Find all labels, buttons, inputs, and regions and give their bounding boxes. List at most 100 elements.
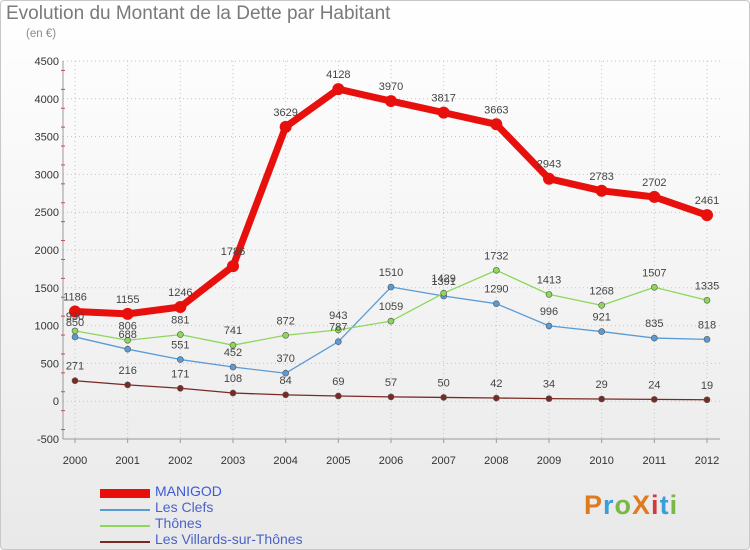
data-label: 1059 <box>379 301 403 313</box>
data-point <box>279 120 292 133</box>
data-label: 1268 <box>589 285 613 297</box>
data-label: 29 <box>596 379 608 391</box>
data-label: 1186 <box>63 292 87 304</box>
data-label: 1391 <box>431 276 455 288</box>
logo-letter: X <box>632 490 652 520</box>
legend-swatch <box>100 541 150 543</box>
data-point <box>332 83 345 96</box>
data-label: 1786 <box>221 246 245 258</box>
data-label: 872 <box>276 315 294 327</box>
data-point <box>177 384 184 392</box>
data-point <box>440 394 447 401</box>
data-point <box>651 334 658 342</box>
legend-label: Thônes <box>155 515 202 531</box>
data-label: 2702 <box>642 177 666 189</box>
data-point <box>335 392 342 400</box>
legend-label: Les Clefs <box>155 499 214 515</box>
x-tick-label: 2011 <box>643 455 667 467</box>
data-point <box>335 326 342 334</box>
legend-swatch <box>100 509 150 511</box>
x-tick-label: 2012 <box>695 455 719 467</box>
data-label: 3970 <box>379 81 403 93</box>
data-label: 3663 <box>484 104 508 116</box>
x-tick-label: 2003 <box>221 455 245 467</box>
data-label: 271 <box>66 361 84 373</box>
data-label: 57 <box>385 377 397 389</box>
data-label: 806 <box>118 320 136 332</box>
data-point <box>335 338 342 346</box>
data-label: 881 <box>171 315 189 327</box>
data-point <box>543 172 555 185</box>
data-point <box>648 190 661 203</box>
legend-label: Les Villards-sur-Thônes <box>155 531 303 547</box>
logo-letter: o <box>614 490 633 520</box>
data-point <box>437 106 450 119</box>
data-point <box>703 396 711 404</box>
data-point <box>703 296 711 304</box>
data-label: 741 <box>224 325 242 337</box>
logo-letter: P <box>584 490 604 520</box>
data-point <box>595 184 608 197</box>
data-label: 2783 <box>589 171 613 183</box>
data-point <box>387 317 395 325</box>
data-point <box>387 393 395 401</box>
data-point <box>71 377 79 385</box>
x-tick-label: 2010 <box>589 455 613 467</box>
data-label: 69 <box>332 376 344 388</box>
data-label: 2943 <box>537 159 561 171</box>
data-point <box>545 395 553 402</box>
data-label: 1429 <box>431 273 455 285</box>
data-label: 216 <box>118 365 136 377</box>
chart-title: Evolution du Montant de la Dette par Hab… <box>6 3 391 24</box>
y-tick-label: 4500 <box>35 56 59 68</box>
data-point <box>124 345 131 353</box>
data-label: 996 <box>540 306 558 318</box>
data-label: 19 <box>701 380 713 392</box>
data-point <box>440 289 447 297</box>
y-tick-label: 0 <box>53 396 59 408</box>
data-label: 1507 <box>642 267 666 279</box>
x-tick-label: 2001 <box>115 455 139 467</box>
data-point <box>282 391 289 399</box>
data-label: 835 <box>645 318 663 330</box>
data-point <box>229 341 237 349</box>
data-label: 930 <box>66 311 84 323</box>
data-point <box>282 369 289 377</box>
data-point <box>598 395 605 403</box>
data-point <box>177 331 184 338</box>
data-point <box>493 300 500 307</box>
data-label: 921 <box>592 312 610 324</box>
y-tick-label: 2500 <box>35 207 59 219</box>
data-label: 943 <box>329 310 347 322</box>
data-point <box>545 322 553 330</box>
x-tick-label: 2006 <box>379 455 403 467</box>
data-point <box>545 291 553 298</box>
x-tick-label: 2009 <box>537 455 561 467</box>
data-point <box>124 336 131 344</box>
y-tick-label: 4000 <box>35 94 59 106</box>
x-tick-label: 2007 <box>431 455 455 467</box>
legend-swatch <box>100 489 150 498</box>
data-point <box>229 363 237 371</box>
logo-letter: t <box>659 490 670 520</box>
data-label: 42 <box>490 378 502 390</box>
chart-subtitle: (en €) <box>26 28 57 40</box>
data-point <box>69 305 81 318</box>
data-label: 1246 <box>168 287 192 299</box>
data-label: 1335 <box>695 280 719 292</box>
data-label: 3817 <box>431 93 455 105</box>
y-tick-label: 1500 <box>35 283 59 295</box>
data-label: 452 <box>224 347 242 359</box>
y-tick-label: -500 <box>37 434 59 446</box>
logo-letter: i <box>669 490 679 520</box>
data-label: 370 <box>276 353 294 365</box>
x-tick-label: 2005 <box>326 455 350 467</box>
data-label: 1155 <box>116 294 140 306</box>
y-tick-label: 3000 <box>35 169 59 181</box>
data-point <box>385 95 397 108</box>
logo-letter: i <box>651 490 660 520</box>
x-tick-label: 2008 <box>484 455 508 467</box>
data-point <box>282 331 289 339</box>
data-label: 24 <box>648 379 660 391</box>
